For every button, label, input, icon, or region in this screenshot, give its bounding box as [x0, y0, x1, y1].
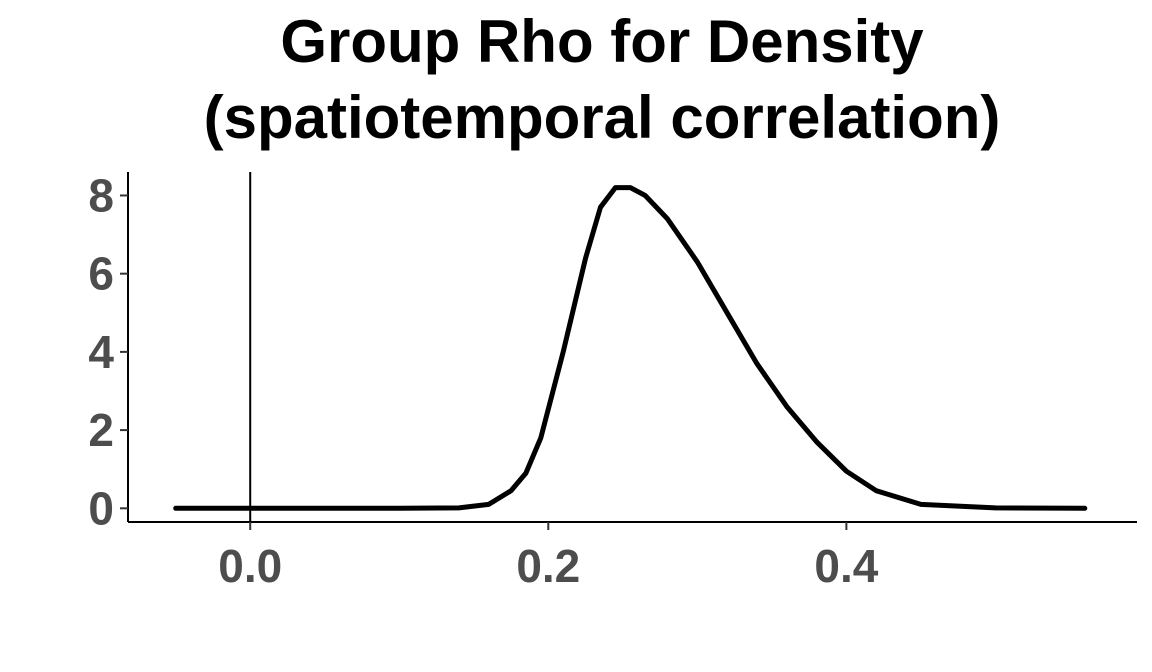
x-ticks: 0.0 0.2 0.4 [218, 522, 879, 592]
x-tick-label: 0.0 [218, 540, 282, 592]
chart-title-line-1: Group Rho for Density [280, 8, 924, 75]
y-tick-label: 4 [88, 326, 114, 378]
y-tick-label: 6 [88, 248, 114, 300]
y-tick-label: 0 [88, 482, 114, 534]
x-tick-label: 0.4 [814, 540, 878, 592]
y-tick-label: 8 [88, 169, 114, 221]
density-line [173, 185, 1088, 511]
x-tick-label: 0.2 [516, 540, 580, 592]
y-tick-label: 2 [88, 404, 114, 456]
chart-title-line-2: (spatiotemporal correlation) [203, 84, 1001, 151]
y-ticks: 0 2 4 6 8 [88, 169, 128, 534]
